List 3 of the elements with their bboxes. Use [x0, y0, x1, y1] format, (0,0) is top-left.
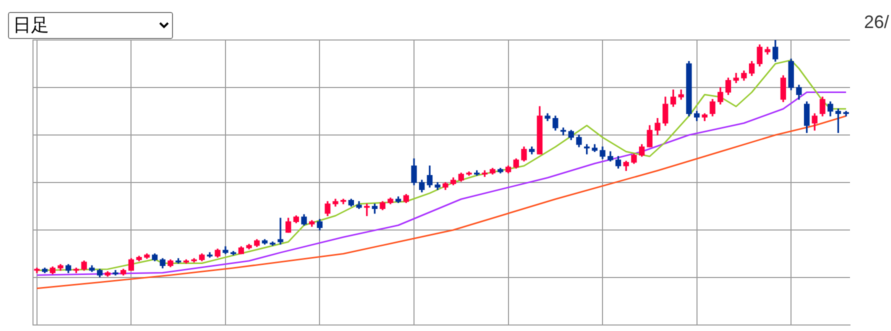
text: 26/ — [864, 12, 889, 33]
candlestick — [278, 218, 284, 245]
text: 日足 — [8, 12, 173, 39]
